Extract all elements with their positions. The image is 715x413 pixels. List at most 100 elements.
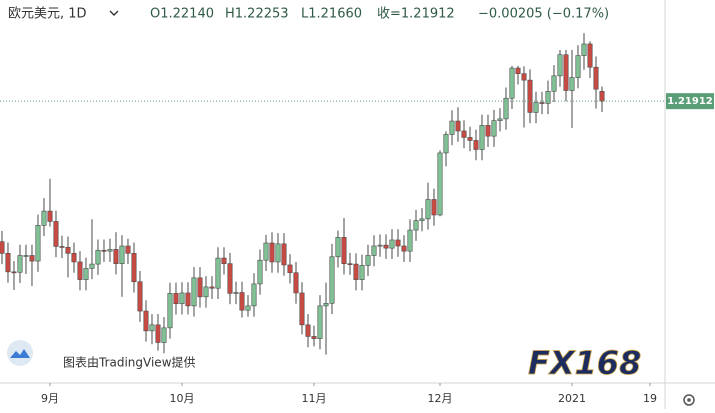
candle-body — [257, 259, 263, 285]
candle-body — [17, 255, 23, 273]
candle-body — [0, 241, 5, 254]
attribution[interactable]: 图表由TradingView提供 — [63, 355, 196, 370]
candle-body — [515, 67, 521, 74]
candle-body — [467, 137, 473, 141]
candle-body — [539, 102, 545, 104]
x-tick-label: 19 — [643, 392, 657, 405]
x-tick-label: 12月 — [427, 392, 452, 405]
change-value: −0.00205 (−0.17%) — [478, 7, 609, 22]
candle-body — [389, 239, 395, 249]
candle-body — [305, 324, 311, 337]
candle-body — [581, 43, 587, 56]
chevron[interactable] — [109, 10, 119, 16]
candle-body — [377, 244, 383, 247]
candle-body — [461, 130, 467, 138]
candle-body — [341, 237, 347, 264]
candle-body — [173, 293, 179, 305]
settings-icon[interactable] — [683, 394, 695, 406]
candle-body — [23, 255, 29, 257]
candle-body — [191, 277, 197, 307]
candle-body — [101, 250, 107, 252]
open-value: O1.22140 — [150, 7, 214, 22]
candle-body — [413, 220, 419, 231]
candle-body — [287, 264, 293, 274]
candle-body — [563, 54, 569, 91]
candle-body — [113, 249, 119, 264]
candle-body — [509, 67, 515, 99]
candle-body — [359, 265, 365, 280]
close-value: 收=1.21912 — [377, 7, 455, 22]
last-price-label: 1.21912 — [667, 96, 713, 107]
candle-body — [347, 263, 353, 265]
candle-body — [473, 140, 479, 150]
gear[interactable] — [683, 394, 695, 406]
candle-body — [11, 271, 17, 274]
candle-body — [233, 292, 239, 294]
symbol[interactable]: 欧元美元, 1D — [8, 7, 87, 22]
candle-body — [521, 73, 527, 81]
candle-body — [251, 283, 257, 307]
candle-body — [593, 66, 599, 90]
candle-body — [275, 243, 281, 263]
candle-body — [431, 199, 437, 216]
legend: 欧元美元, 1D O1.22140 H1.22253 L1.21660 收=1.… — [8, 7, 609, 22]
candle-body — [329, 256, 335, 304]
candle-body — [335, 237, 341, 258]
candle-body — [587, 43, 593, 68]
candle-body — [551, 75, 557, 92]
candle-body — [281, 243, 287, 266]
candle-body — [83, 268, 89, 280]
candle-body — [143, 310, 149, 332]
candle-body — [479, 125, 485, 150]
candle-body — [497, 118, 503, 121]
x-tick-label: 11月 — [301, 392, 326, 405]
candle-body — [239, 292, 245, 311]
gear-center[interactable] — [687, 398, 691, 402]
logo-circle[interactable] — [7, 340, 33, 366]
candle-body — [365, 255, 371, 266]
candle-body — [29, 255, 35, 262]
candle-body — [443, 134, 449, 154]
candle-body — [131, 253, 137, 283]
high-value: H1.22253 — [225, 7, 289, 22]
candle-body — [185, 292, 191, 307]
candle-body — [323, 302, 329, 307]
candle-body — [317, 305, 323, 339]
candle-body — [311, 336, 317, 339]
candle-body — [299, 292, 305, 326]
logo-mountain[interactable] — [10, 349, 30, 358]
candle-body — [119, 245, 125, 264]
candle-body — [599, 91, 605, 102]
candle-body — [395, 239, 401, 247]
tv-logo[interactable] — [7, 340, 33, 366]
candle-body — [53, 221, 59, 247]
candle-body — [221, 257, 227, 264]
candle-body — [353, 263, 359, 280]
candle-body — [485, 125, 491, 137]
candle-body — [293, 272, 299, 294]
candle-body — [455, 120, 461, 132]
candle-body — [527, 79, 533, 113]
watermark: FX168 — [528, 344, 641, 382]
candle-body — [155, 324, 161, 343]
x-tick-label: 2021 — [558, 392, 586, 405]
candle-body — [401, 245, 407, 252]
candle-body — [35, 225, 41, 262]
candle-body — [47, 210, 53, 222]
candle-body — [569, 77, 575, 91]
candle-body — [197, 277, 203, 298]
candle-body — [65, 246, 71, 254]
candle-body — [77, 261, 83, 280]
candle-body — [449, 120, 455, 135]
candle-body — [137, 281, 143, 312]
candle-body — [437, 152, 443, 216]
candle-body — [89, 263, 95, 269]
candle-body — [149, 324, 155, 332]
candle-body — [41, 210, 47, 226]
candle-body — [167, 293, 173, 329]
candle-body — [557, 54, 563, 77]
candle-body — [227, 263, 233, 294]
candle-body — [263, 242, 269, 261]
candle-body — [125, 245, 131, 254]
